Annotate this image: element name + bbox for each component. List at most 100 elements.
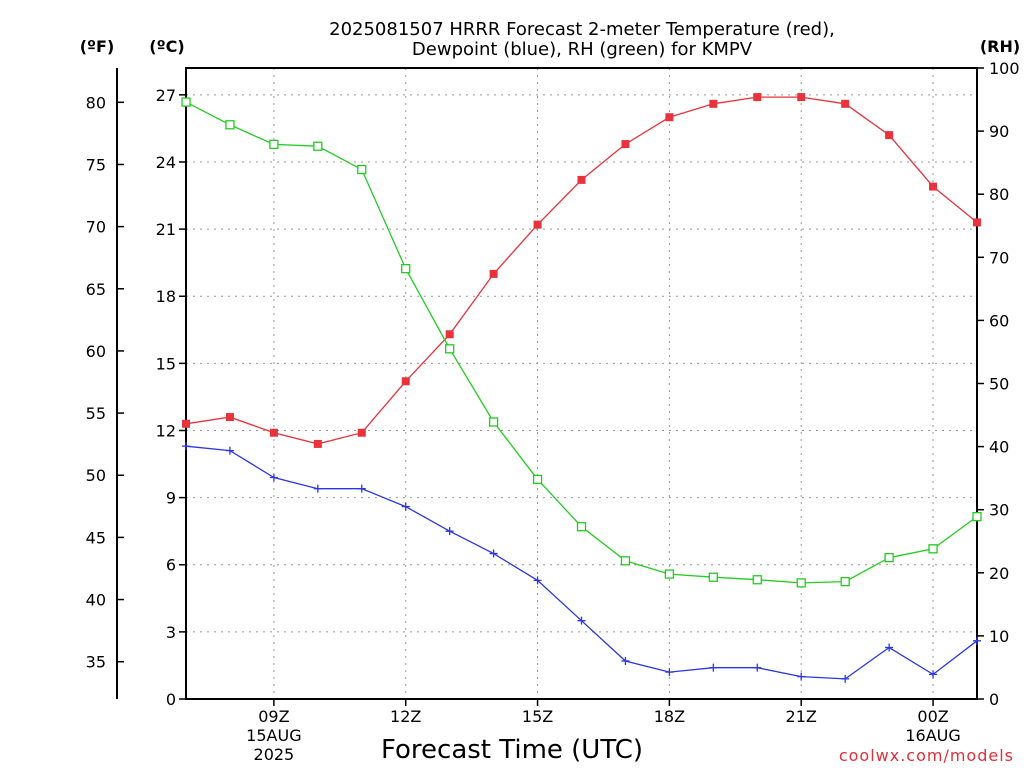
series-2: [181, 97, 982, 588]
rh-tick-label: 50: [989, 375, 1009, 394]
data-point: [181, 97, 191, 107]
rh-tick-label: 90: [989, 122, 1009, 141]
data-point: [225, 120, 235, 130]
data-point: [488, 417, 499, 427]
data-point: [489, 269, 498, 278]
fahrenheit-tick-label: 70: [86, 218, 106, 237]
time-tick-label: 2025: [254, 745, 295, 764]
x-axis-title: Forecast Time (UTC): [381, 735, 643, 765]
data-point: [928, 544, 938, 554]
data-point: [973, 218, 981, 227]
series-line: [185, 101, 978, 584]
data-point: [840, 576, 850, 587]
data-point: [885, 131, 894, 140]
data-point: [269, 473, 278, 482]
fahrenheit-tick-label: 80: [86, 93, 106, 112]
data-point: [665, 113, 674, 122]
data-point: [445, 344, 455, 354]
celsius-tick-label: 9: [166, 489, 176, 508]
data-point: [489, 549, 498, 558]
data-point: [664, 569, 675, 579]
grid-lines: [186, 68, 977, 699]
data-point: [401, 502, 410, 511]
fahrenheit-unit-label: (ºF): [80, 37, 115, 56]
credit-text: coolwx.com/models: [839, 746, 1014, 765]
data-point: [313, 484, 322, 493]
data-point: [620, 556, 631, 566]
rh-tick-label: 60: [989, 311, 1009, 330]
data-point: [445, 527, 454, 536]
data-point: [709, 99, 718, 108]
celsius-tick-label: 12: [156, 421, 176, 440]
data-point: [357, 164, 367, 175]
rh-tick-label: 20: [989, 564, 1009, 583]
fahrenheit-tick-label: 50: [86, 466, 106, 485]
celsius-tick-label: 21: [156, 220, 176, 239]
data-point: [796, 578, 806, 588]
celsius-tick-label: 24: [156, 153, 176, 172]
data-point: [357, 428, 366, 437]
time-tick-label: 16AUG: [905, 726, 960, 745]
time-tick-label: 09Z: [258, 707, 289, 726]
celsius-axis: 0 3 6 9 12 15 18 21 24 27: [156, 86, 186, 709]
data-point: [533, 576, 542, 585]
data-point: [929, 670, 938, 679]
data-point: [313, 439, 322, 448]
data-point: [532, 474, 543, 485]
plot-frame: [185, 67, 978, 700]
rh-tick-label: 100: [989, 59, 1020, 78]
celsius-tick-label: 0: [166, 690, 176, 709]
fahrenheit-tick-label: 35: [86, 653, 106, 672]
rh-unit-label: (RH): [980, 37, 1020, 56]
data-point: [357, 484, 366, 493]
fahrenheit-tick-label: 45: [86, 528, 106, 547]
data-point: [269, 139, 279, 150]
fahrenheit-tick-label: 40: [86, 591, 106, 610]
data-point: [577, 616, 586, 625]
data-point: [401, 377, 410, 386]
data-point: [753, 93, 762, 102]
data-point: [621, 140, 630, 149]
celsius-tick-label: 18: [156, 287, 176, 306]
series-line: [185, 96, 978, 445]
series-layer: [181, 93, 982, 683]
data-point: [577, 175, 586, 184]
data-point: [709, 663, 718, 672]
series-0: [182, 93, 981, 448]
fahrenheit-axis: 35 40 45 50 55 60 65 70 75 80: [86, 93, 124, 672]
rh-tick-label: 30: [989, 501, 1009, 520]
rh-tick-label: 70: [989, 248, 1009, 267]
rh-tick-label: 10: [989, 627, 1009, 646]
data-point: [973, 636, 981, 645]
data-point: [708, 572, 718, 582]
celsius-tick-label: 6: [166, 556, 176, 575]
fahrenheit-tick-label: 60: [86, 342, 106, 361]
chart-title-line-2: Dewpoint (blue), RH (green) for KMPV: [412, 39, 753, 60]
data-point: [972, 511, 982, 522]
fahrenheit-tick-label: 75: [86, 155, 106, 174]
time-tick-label: 15AUG: [246, 726, 301, 745]
data-point: [621, 656, 630, 665]
celsius-unit-label: (ºC): [149, 37, 184, 56]
rh-tick-label: 0: [989, 690, 999, 709]
series-1: [182, 442, 981, 683]
data-point: [313, 141, 323, 151]
rh-tick-label: 40: [989, 438, 1009, 457]
data-point: [225, 446, 234, 455]
data-point: [225, 413, 234, 422]
data-point: [401, 264, 411, 274]
data-point: [182, 419, 190, 428]
data-point: [885, 643, 894, 652]
data-point: [533, 220, 542, 229]
fahrenheit-tick-label: 55: [86, 404, 106, 423]
time-tick-label: 12Z: [390, 707, 421, 726]
data-point: [576, 522, 587, 532]
fahrenheit-tick-label: 65: [86, 280, 106, 299]
data-point: [665, 668, 674, 677]
celsius-tick-label: 3: [166, 623, 176, 642]
time-tick-label: 21Z: [786, 707, 817, 726]
data-point: [269, 428, 278, 437]
rh-axis: 0 10 20 30 40 50 60 70 80 90 100: [977, 59, 1020, 709]
rh-tick-label: 80: [989, 185, 1009, 204]
